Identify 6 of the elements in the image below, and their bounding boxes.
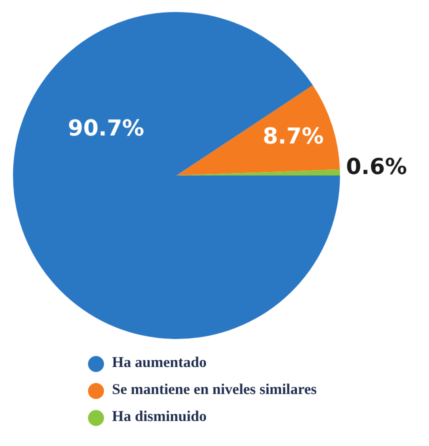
data-label: 90.7% [68,116,144,142]
legend-label: Ha disminuido [112,409,207,426]
legend-label: Se mantiene en niveles similares [112,382,317,399]
legend-label: Ha aumentado [112,355,207,372]
data-label: 0.6% [346,155,407,180]
data-label: 8.7% [262,124,324,150]
